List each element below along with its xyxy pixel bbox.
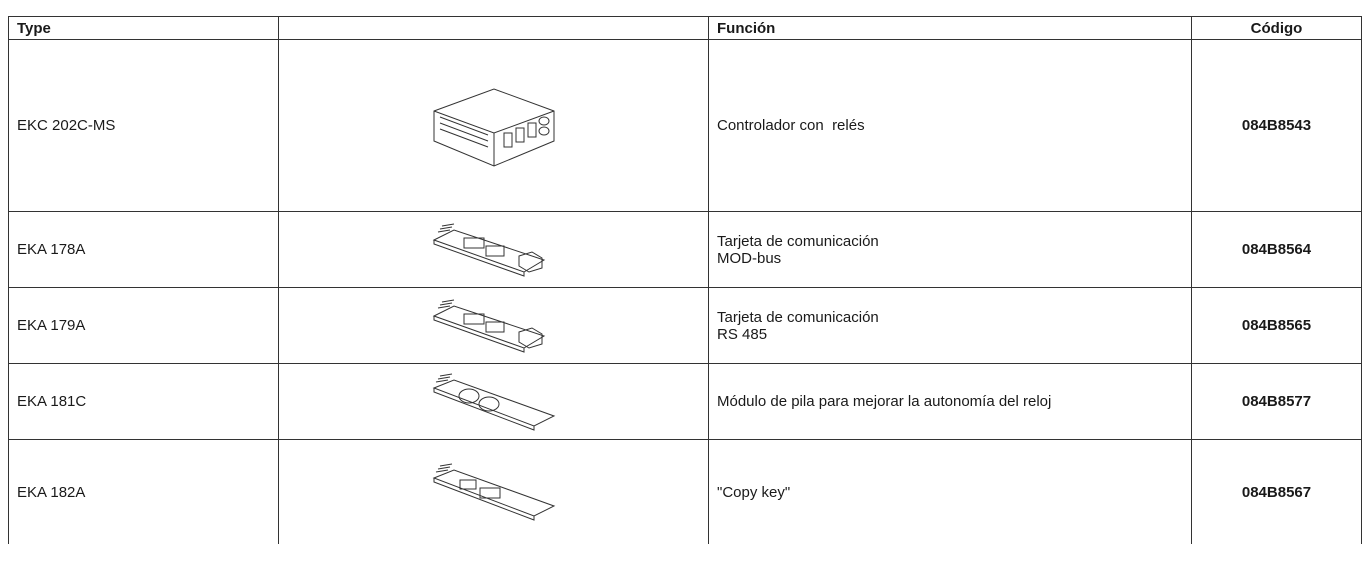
function-cell: Tarjeta de comunicación MOD-bus (708, 211, 1192, 288)
controller-image (433, 87, 554, 167)
function-cell: Tarjeta de comunicación RS 485 (708, 287, 1192, 364)
function-line: RS 485 (717, 325, 768, 343)
code-cell: 084B8564 (1191, 211, 1362, 288)
table-row: EKC 202C-MS Controlador con relés 084B854… (8, 39, 1362, 212)
header-cell: Type (8, 16, 279, 40)
code-cell: 084B8565 (1191, 287, 1362, 364)
type-cell: EKA 181C (8, 363, 279, 440)
header-cell: Función (708, 16, 1192, 40)
table-row: EKA 182A "Copy key" 084B8567 (8, 439, 1362, 544)
function-line: "Copy key" (717, 483, 791, 501)
function-cell: Controlador con relés (708, 39, 1192, 212)
table-body: EKC 202C-MS Controlador con relés 084B854… (8, 39, 1362, 544)
table-row: EKA 179A Tarjeta de comunicación RS 485 08… (8, 287, 1362, 364)
table-row: EKA 178A Tarjeta de comunicación MOD-bus 0… (8, 211, 1362, 288)
image-cell (278, 363, 709, 440)
image-cell (278, 39, 709, 212)
image-cell (278, 439, 709, 544)
function-line: MOD-bus (717, 249, 782, 267)
product-table: Type Función Código EKC 202C-MS Controla… (8, 16, 1362, 544)
function-line: Módulo de pila para mejorar la autonomía… (717, 393, 1052, 410)
header-row: Type Función Código (8, 16, 1362, 40)
type-cell: EKA 178A (8, 211, 279, 288)
function-cell: "Copy key" (708, 439, 1192, 544)
battery-module-image (432, 373, 555, 431)
board-image (432, 223, 545, 277)
function-line: Tarjeta de comunicación (717, 232, 879, 250)
code-cell: 084B8543 (1191, 39, 1362, 212)
table-row: EKA 181C Módulo de pila para mejorar la … (8, 363, 1362, 440)
type-cell: EKA 179A (8, 287, 279, 364)
code-cell: 084B8577 (1191, 363, 1362, 440)
type-cell: EKC 202C-MS (8, 39, 279, 212)
function-cell: Módulo de pila para mejorar la autonomía… (708, 363, 1192, 440)
image-cell (278, 211, 709, 288)
function-line: Tarjeta de comunicación (717, 308, 879, 326)
header-cell: Código (1191, 16, 1362, 40)
code-cell: 084B8567 (1191, 439, 1362, 544)
function-line: Controlador con relés (717, 117, 865, 134)
board-image (432, 299, 545, 353)
copy-key-image (432, 463, 555, 521)
image-cell (278, 287, 709, 364)
header-cell (278, 16, 709, 40)
type-cell: EKA 182A (8, 439, 279, 544)
